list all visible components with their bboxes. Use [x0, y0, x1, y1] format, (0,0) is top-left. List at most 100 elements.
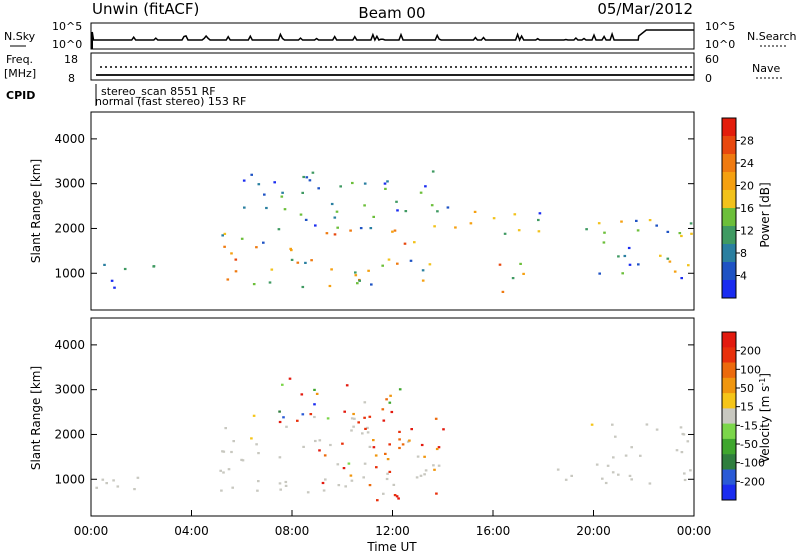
data-cell	[252, 283, 256, 286]
time-axis: 00:00 04:00 08:00 12:00 16:00 20:00 00:00	[74, 510, 711, 538]
data-cell	[345, 384, 349, 387]
colorbar-tick-label: 8	[740, 247, 747, 260]
data-cell	[301, 413, 305, 416]
data-cell	[617, 255, 620, 258]
data-cell	[302, 175, 305, 179]
colorbar-swatch	[722, 423, 736, 440]
x-tick-label: 00:00	[74, 524, 109, 538]
data-cell	[232, 440, 235, 443]
data-cell	[95, 486, 98, 489]
data-cell	[123, 267, 127, 271]
data-cell	[304, 218, 308, 221]
data-cell	[388, 443, 391, 446]
data-cell	[278, 410, 281, 413]
data-cell	[680, 234, 683, 238]
data-cell	[103, 263, 106, 266]
data-cell	[322, 489, 326, 492]
data-cell	[328, 284, 332, 288]
data-cell	[434, 417, 438, 420]
colorbar-swatch	[722, 226, 736, 245]
data-cell	[469, 222, 473, 225]
data-cell	[263, 193, 266, 196]
data-cell	[219, 469, 222, 472]
data-cell	[604, 481, 608, 485]
freq-tick-top: 18	[64, 53, 78, 66]
data-cell	[136, 476, 140, 479]
colorbar-swatch	[722, 377, 736, 394]
data-cell	[361, 432, 364, 435]
data-cell	[321, 481, 325, 485]
data-cell	[614, 435, 617, 438]
x-tick-label: 04:00	[174, 524, 209, 538]
date-title: 05/Mar/2012	[597, 0, 693, 18]
data-cell	[352, 412, 355, 416]
data-cell	[435, 492, 438, 495]
data-cell	[393, 229, 397, 232]
freq-tick-bottom: 8	[68, 72, 75, 85]
data-cell	[299, 213, 303, 216]
data-cell	[435, 447, 439, 451]
data-cell	[398, 388, 402, 391]
data-cell	[454, 226, 457, 229]
data-cell	[289, 247, 292, 250]
colorbar-swatch	[722, 332, 736, 348]
data-cell	[301, 285, 305, 289]
data-cell	[393, 494, 397, 497]
nsearch-tick-top: 10^5	[705, 20, 735, 33]
data-cell	[152, 265, 155, 268]
data-cell	[623, 254, 627, 258]
power-colorbar-label: Power [dB]	[758, 182, 772, 247]
data-cell	[680, 277, 683, 280]
data-cell	[364, 427, 367, 430]
data-cell	[648, 219, 652, 222]
colorbar-swatch	[722, 208, 736, 227]
data-cell	[437, 446, 441, 449]
colorbar-tick-label: 100	[740, 363, 761, 376]
data-cell	[288, 377, 292, 380]
data-cell	[358, 279, 361, 282]
data-cell	[636, 229, 640, 232]
data-cell	[302, 445, 305, 448]
data-cell	[381, 264, 384, 267]
data-cell	[243, 206, 246, 209]
data-cell	[617, 473, 620, 476]
colorbar-swatch	[722, 136, 736, 155]
colorbar-tick-label: -100	[740, 457, 765, 470]
data-cell	[503, 232, 507, 235]
data-cell	[234, 258, 238, 261]
data-cell	[366, 431, 370, 434]
colorbar-swatch	[722, 172, 736, 191]
data-cell	[278, 456, 282, 459]
data-cell	[308, 179, 312, 182]
data-cell	[290, 258, 294, 261]
data-cell	[639, 454, 642, 457]
data-cell	[492, 217, 496, 220]
data-cell	[284, 480, 288, 484]
data-cell	[363, 204, 366, 207]
data-cell	[240, 458, 243, 461]
data-cell	[689, 222, 693, 225]
data-cell	[666, 230, 670, 233]
data-cell	[390, 410, 394, 414]
data-cell	[384, 187, 387, 190]
data-cell	[389, 394, 392, 397]
data-cell	[386, 458, 390, 461]
data-cell	[498, 263, 502, 266]
colorbar-tick-label: 24	[740, 157, 754, 170]
data-cell	[601, 477, 604, 480]
data-cell	[637, 263, 640, 266]
station-title: Unwin (fitACF)	[92, 0, 199, 18]
data-cell	[113, 286, 116, 289]
nsearch-tick-bottom: 10^0	[705, 38, 735, 51]
data-cell	[350, 417, 354, 420]
data-cell	[285, 425, 288, 428]
data-cell	[101, 478, 105, 481]
power-y-axis: 1000 2000 3000 4000	[54, 132, 694, 280]
colorbar-swatch	[722, 347, 736, 364]
data-cell	[344, 485, 347, 488]
data-cell	[314, 439, 317, 443]
velocity-panel-frame	[90, 317, 695, 517]
data-cell	[630, 478, 633, 481]
data-cell	[284, 484, 288, 487]
data-cell	[511, 277, 515, 280]
